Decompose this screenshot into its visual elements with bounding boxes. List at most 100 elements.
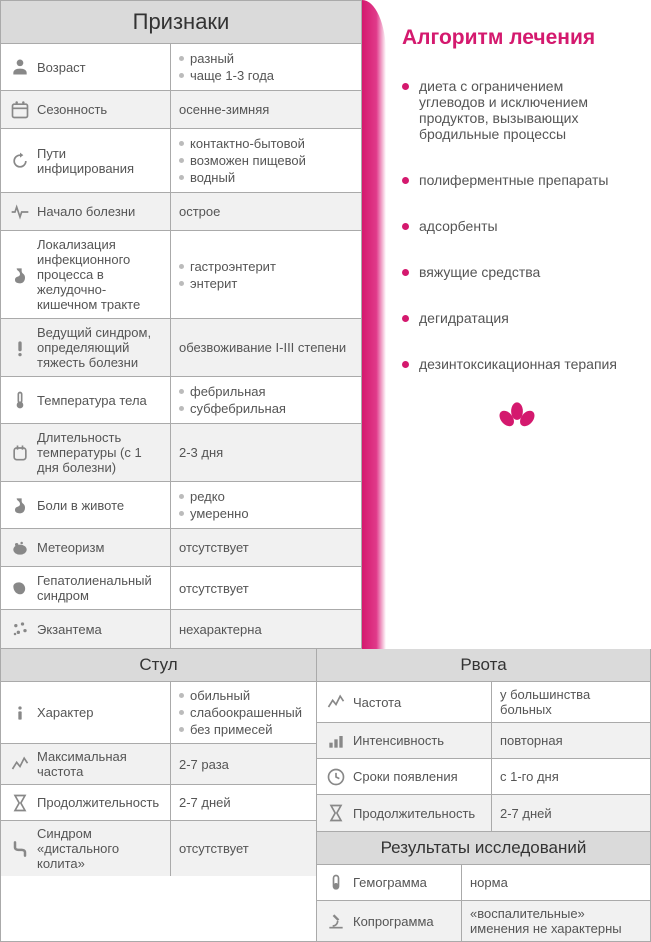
- bullet-dot-icon: [179, 710, 184, 715]
- bullet-item: контактно-бытовой: [179, 136, 353, 151]
- microscope-icon: [325, 910, 347, 932]
- table-row: Ведущий синдром, определяющий тяжесть бо…: [1, 319, 361, 377]
- row-label: Боли в животе: [1, 482, 171, 528]
- info-icon: [9, 702, 31, 724]
- table-row: Сезонность осенне-зимняя: [1, 91, 361, 129]
- row-label-text: Экзантема: [37, 622, 102, 637]
- pulse-icon: [9, 201, 31, 223]
- table-row: Интенсивностьповторная: [317, 723, 650, 759]
- row-label: Продолжительность: [1, 785, 171, 820]
- clock-icon: [325, 766, 347, 788]
- row-value: 2-7 дней: [171, 785, 316, 820]
- table-row: Синдром «дистального колита»отсутствует: [1, 821, 316, 876]
- row-label: Длительность температуры (с 1 дня болезн…: [1, 424, 171, 481]
- treatment-text: вяжущие средства: [419, 264, 540, 280]
- bullet-dot-icon: [402, 223, 409, 230]
- warning-icon: [9, 337, 31, 359]
- row-label: Гемограмма: [317, 865, 462, 900]
- stool-panel: Стул Характер обильныйслабоокрашенныйбез …: [1, 649, 317, 941]
- treatment-item: полиферментные препараты: [402, 172, 631, 188]
- research-header: Результаты исследований: [317, 831, 650, 865]
- row-label-text: Характер: [37, 705, 93, 720]
- tube-icon: [325, 872, 347, 894]
- row-label: Локализация инфекционного процесса в жел…: [1, 231, 171, 318]
- bullet-text: водный: [190, 170, 235, 185]
- row-label-text: Синдром «дистального колита»: [37, 826, 166, 871]
- bullet-item: без примесей: [179, 722, 308, 737]
- treatment-text: диета с ограничением углеводов и исключе…: [419, 78, 631, 142]
- row-value: разный чаще 1-3 года: [171, 44, 361, 90]
- bullet-text: разный: [190, 51, 234, 66]
- row-value: редко умеренно: [171, 482, 361, 528]
- bullet-text: умеренно: [190, 506, 249, 521]
- duration-icon: [9, 442, 31, 464]
- row-label: Гепатолиенальный синдром: [1, 567, 171, 609]
- bullet-dot-icon: [179, 511, 184, 516]
- row-value: обезвоживание I-III степени: [171, 319, 361, 376]
- table-row: Сроки появления с 1-го дня: [317, 759, 650, 795]
- row-label-text: Интенсивность: [353, 733, 444, 748]
- table-row: Длительность температуры (с 1 дня болезн…: [1, 424, 361, 482]
- table-row: Гемограмманорма: [317, 865, 650, 901]
- row-label-text: Максимальная частота: [37, 749, 166, 779]
- bullet-item: возможен пищевой: [179, 153, 353, 168]
- row-label: Сроки появления: [317, 759, 492, 794]
- refresh-icon: [9, 150, 31, 172]
- accent-stripe: [362, 0, 386, 649]
- row-label: Пути инфицирования: [1, 129, 171, 192]
- bullet-dot-icon: [402, 177, 409, 184]
- row-value: осенне-зимняя: [171, 91, 361, 128]
- signs-header: Признаки: [1, 1, 361, 44]
- bullet-dot-icon: [179, 141, 184, 146]
- row-label: Температура тела: [1, 377, 171, 423]
- row-label: Характер: [1, 682, 171, 743]
- colitis-icon: [9, 838, 31, 860]
- row-label-text: Пути инфицирования: [37, 146, 166, 176]
- row-label-text: Метеоризм: [37, 540, 104, 555]
- row-label-text: Сезонность: [37, 102, 107, 117]
- bullet-text: чаще 1-3 года: [190, 68, 274, 83]
- table-row: Гепатолиенальный синдромотсутствует: [1, 567, 361, 610]
- row-label-text: Ведущий синдром, определяющий тяжесть бо…: [37, 325, 166, 370]
- chart-icon: [325, 691, 347, 713]
- row-value: с 1-го дня: [492, 759, 650, 794]
- chart-icon: [9, 753, 31, 775]
- bullet-text: обильный: [190, 688, 250, 703]
- table-row: Боли в животе редко умеренно: [1, 482, 361, 529]
- treatment-text: полиферментные препараты: [419, 172, 608, 188]
- bullet-dot-icon: [179, 406, 184, 411]
- bullet-dot-icon: [179, 56, 184, 61]
- bullet-item: гастроэнтерит: [179, 259, 353, 274]
- bars-icon: [325, 730, 347, 752]
- row-value: отсутствует: [171, 567, 361, 609]
- bullet-text: субфебрильная: [190, 401, 286, 416]
- row-label: Экзантема: [1, 610, 171, 648]
- calendar-icon: [9, 99, 31, 121]
- bullet-text: энтерит: [190, 276, 237, 291]
- bullet-item: энтерит: [179, 276, 353, 291]
- treatment-text: дегидратация: [419, 310, 509, 326]
- treatment-item: адсорбенты: [402, 218, 631, 234]
- row-label: Частота: [317, 682, 492, 722]
- bullet-item: обильный: [179, 688, 308, 703]
- table-row: Метеоризмотсутствует: [1, 529, 361, 567]
- bullet-item: редко: [179, 489, 353, 504]
- treatment-item: диета с ограничением углеводов и исключе…: [402, 78, 631, 142]
- table-row: Возрастразныйчаще 1-3 года: [1, 44, 361, 91]
- row-value: обильныйслабоокрашенныйбез примесей: [171, 682, 316, 743]
- bullet-text: возможен пищевой: [190, 153, 306, 168]
- vomit-header: Рвота: [317, 649, 650, 682]
- signs-body: Возрастразныйчаще 1-3 годаСезонностьосен…: [1, 44, 361, 648]
- row-label-text: Сроки появления: [353, 769, 458, 784]
- bullet-item: умеренно: [179, 506, 353, 521]
- row-label-text: Начало болезни: [37, 204, 135, 219]
- row-label-text: Температура тела: [37, 393, 147, 408]
- row-value: 2-3 дня: [171, 424, 361, 481]
- row-value: отсутствует: [171, 821, 316, 876]
- vomit-body: Частотау большинства больныхИнтенсивност…: [317, 682, 650, 831]
- row-label-text: Длительность температуры (с 1 дня болезн…: [37, 430, 166, 475]
- top-section: Признаки Возрастразныйчаще 1-3 годаСезон…: [0, 0, 651, 649]
- stool-header: Стул: [1, 649, 316, 682]
- row-label-text: Боли в животе: [37, 498, 124, 513]
- treatment-item: вяжущие средства: [402, 264, 631, 280]
